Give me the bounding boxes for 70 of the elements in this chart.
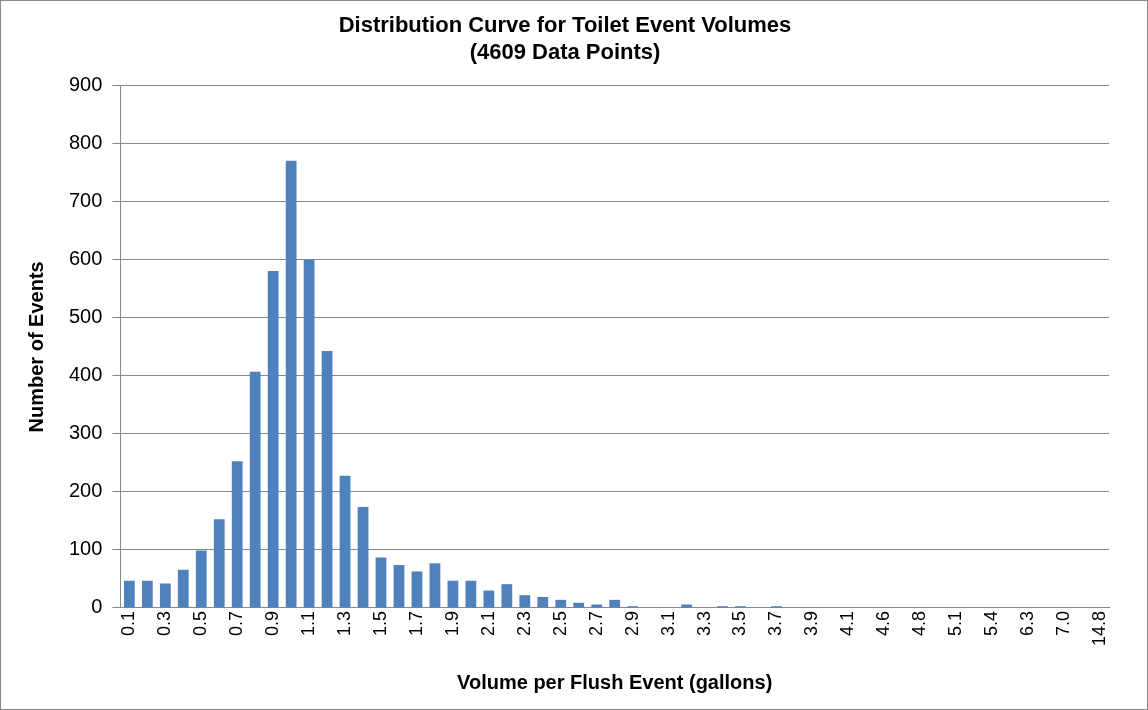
x-tick-label: 3.5	[729, 610, 750, 636]
y-tick-label: 400	[68, 363, 103, 386]
x-tick-label: 6.3	[1017, 610, 1038, 636]
y-tick-label: 100	[68, 537, 103, 560]
bar	[447, 580, 459, 608]
x-tick-label: 3.7	[765, 610, 786, 636]
bar	[681, 604, 692, 608]
bar	[411, 571, 423, 608]
bar	[465, 580, 477, 608]
x-tick-label: 5.4	[981, 610, 1002, 636]
x-tick-label: 2.7	[585, 610, 606, 636]
bar	[303, 259, 315, 608]
x-tick-label: 1.7	[405, 610, 426, 636]
x-tick-label: 4.8	[909, 610, 930, 636]
chart-title: Distribution Curve for Toilet Event Volumes	[338, 12, 792, 38]
bar	[141, 580, 153, 608]
bar	[393, 565, 405, 608]
x-tick-label: 7.0	[1053, 610, 1074, 636]
bar	[123, 580, 135, 608]
x-axis-title: Volume per Flush Event (gallons)	[457, 670, 773, 693]
x-tick-label: 3.1	[657, 610, 678, 636]
bar	[429, 563, 441, 608]
bar	[195, 550, 207, 608]
x-tick-label: 1.5	[369, 610, 390, 636]
bar	[357, 507, 369, 608]
bar	[177, 569, 189, 608]
x-tick-label: 0.9	[262, 610, 283, 636]
bar	[267, 270, 279, 608]
y-tick-label: 700	[68, 189, 103, 212]
y-tick-label: 0	[91, 595, 103, 618]
x-tick-label: 3.9	[801, 610, 822, 636]
x-tick-label: 2.5	[549, 610, 570, 636]
bar	[609, 599, 621, 608]
bar	[321, 350, 333, 608]
bar	[285, 160, 297, 608]
y-axis-title: Number of Events	[24, 261, 47, 433]
bar	[375, 557, 387, 608]
x-tick-label: 1.1	[298, 610, 319, 636]
bar	[501, 584, 513, 608]
y-tick-label: 600	[68, 247, 103, 270]
x-tick-label: 14.8	[1088, 610, 1109, 647]
bar	[249, 371, 261, 608]
x-tick-label: 0.1	[118, 610, 139, 636]
y-tick-label: 300	[68, 421, 103, 444]
bar	[339, 475, 351, 608]
x-tick-label: 0.7	[226, 610, 247, 636]
x-tick-label: 1.3	[334, 610, 355, 636]
x-tick-label: 1.9	[441, 610, 462, 636]
y-tick-label: 500	[68, 305, 103, 328]
bar	[555, 599, 567, 608]
bar	[159, 583, 171, 608]
chart-subtitle: (4609 Data Points)	[469, 38, 661, 64]
x-tick-label: 4.6	[873, 610, 894, 636]
x-tick-label: 0.3	[154, 610, 175, 636]
x-tick-label: 2.3	[513, 610, 534, 636]
x-tick-label: 2.1	[477, 610, 498, 636]
x-tick-label: 2.9	[621, 610, 642, 636]
y-tick-label: 900	[68, 73, 103, 96]
bar	[537, 596, 549, 608]
x-tick-label: 0.5	[190, 610, 211, 636]
y-tick-label: 200	[68, 479, 103, 502]
bar	[519, 595, 531, 608]
x-tick-label: 3.3	[693, 610, 714, 636]
y-tick-label: 800	[68, 131, 103, 154]
bar	[231, 461, 243, 608]
bar	[213, 519, 225, 608]
bar	[591, 604, 603, 608]
bar	[483, 590, 495, 608]
x-tick-label: 4.1	[837, 610, 858, 636]
x-tick-label: 5.1	[945, 610, 966, 636]
